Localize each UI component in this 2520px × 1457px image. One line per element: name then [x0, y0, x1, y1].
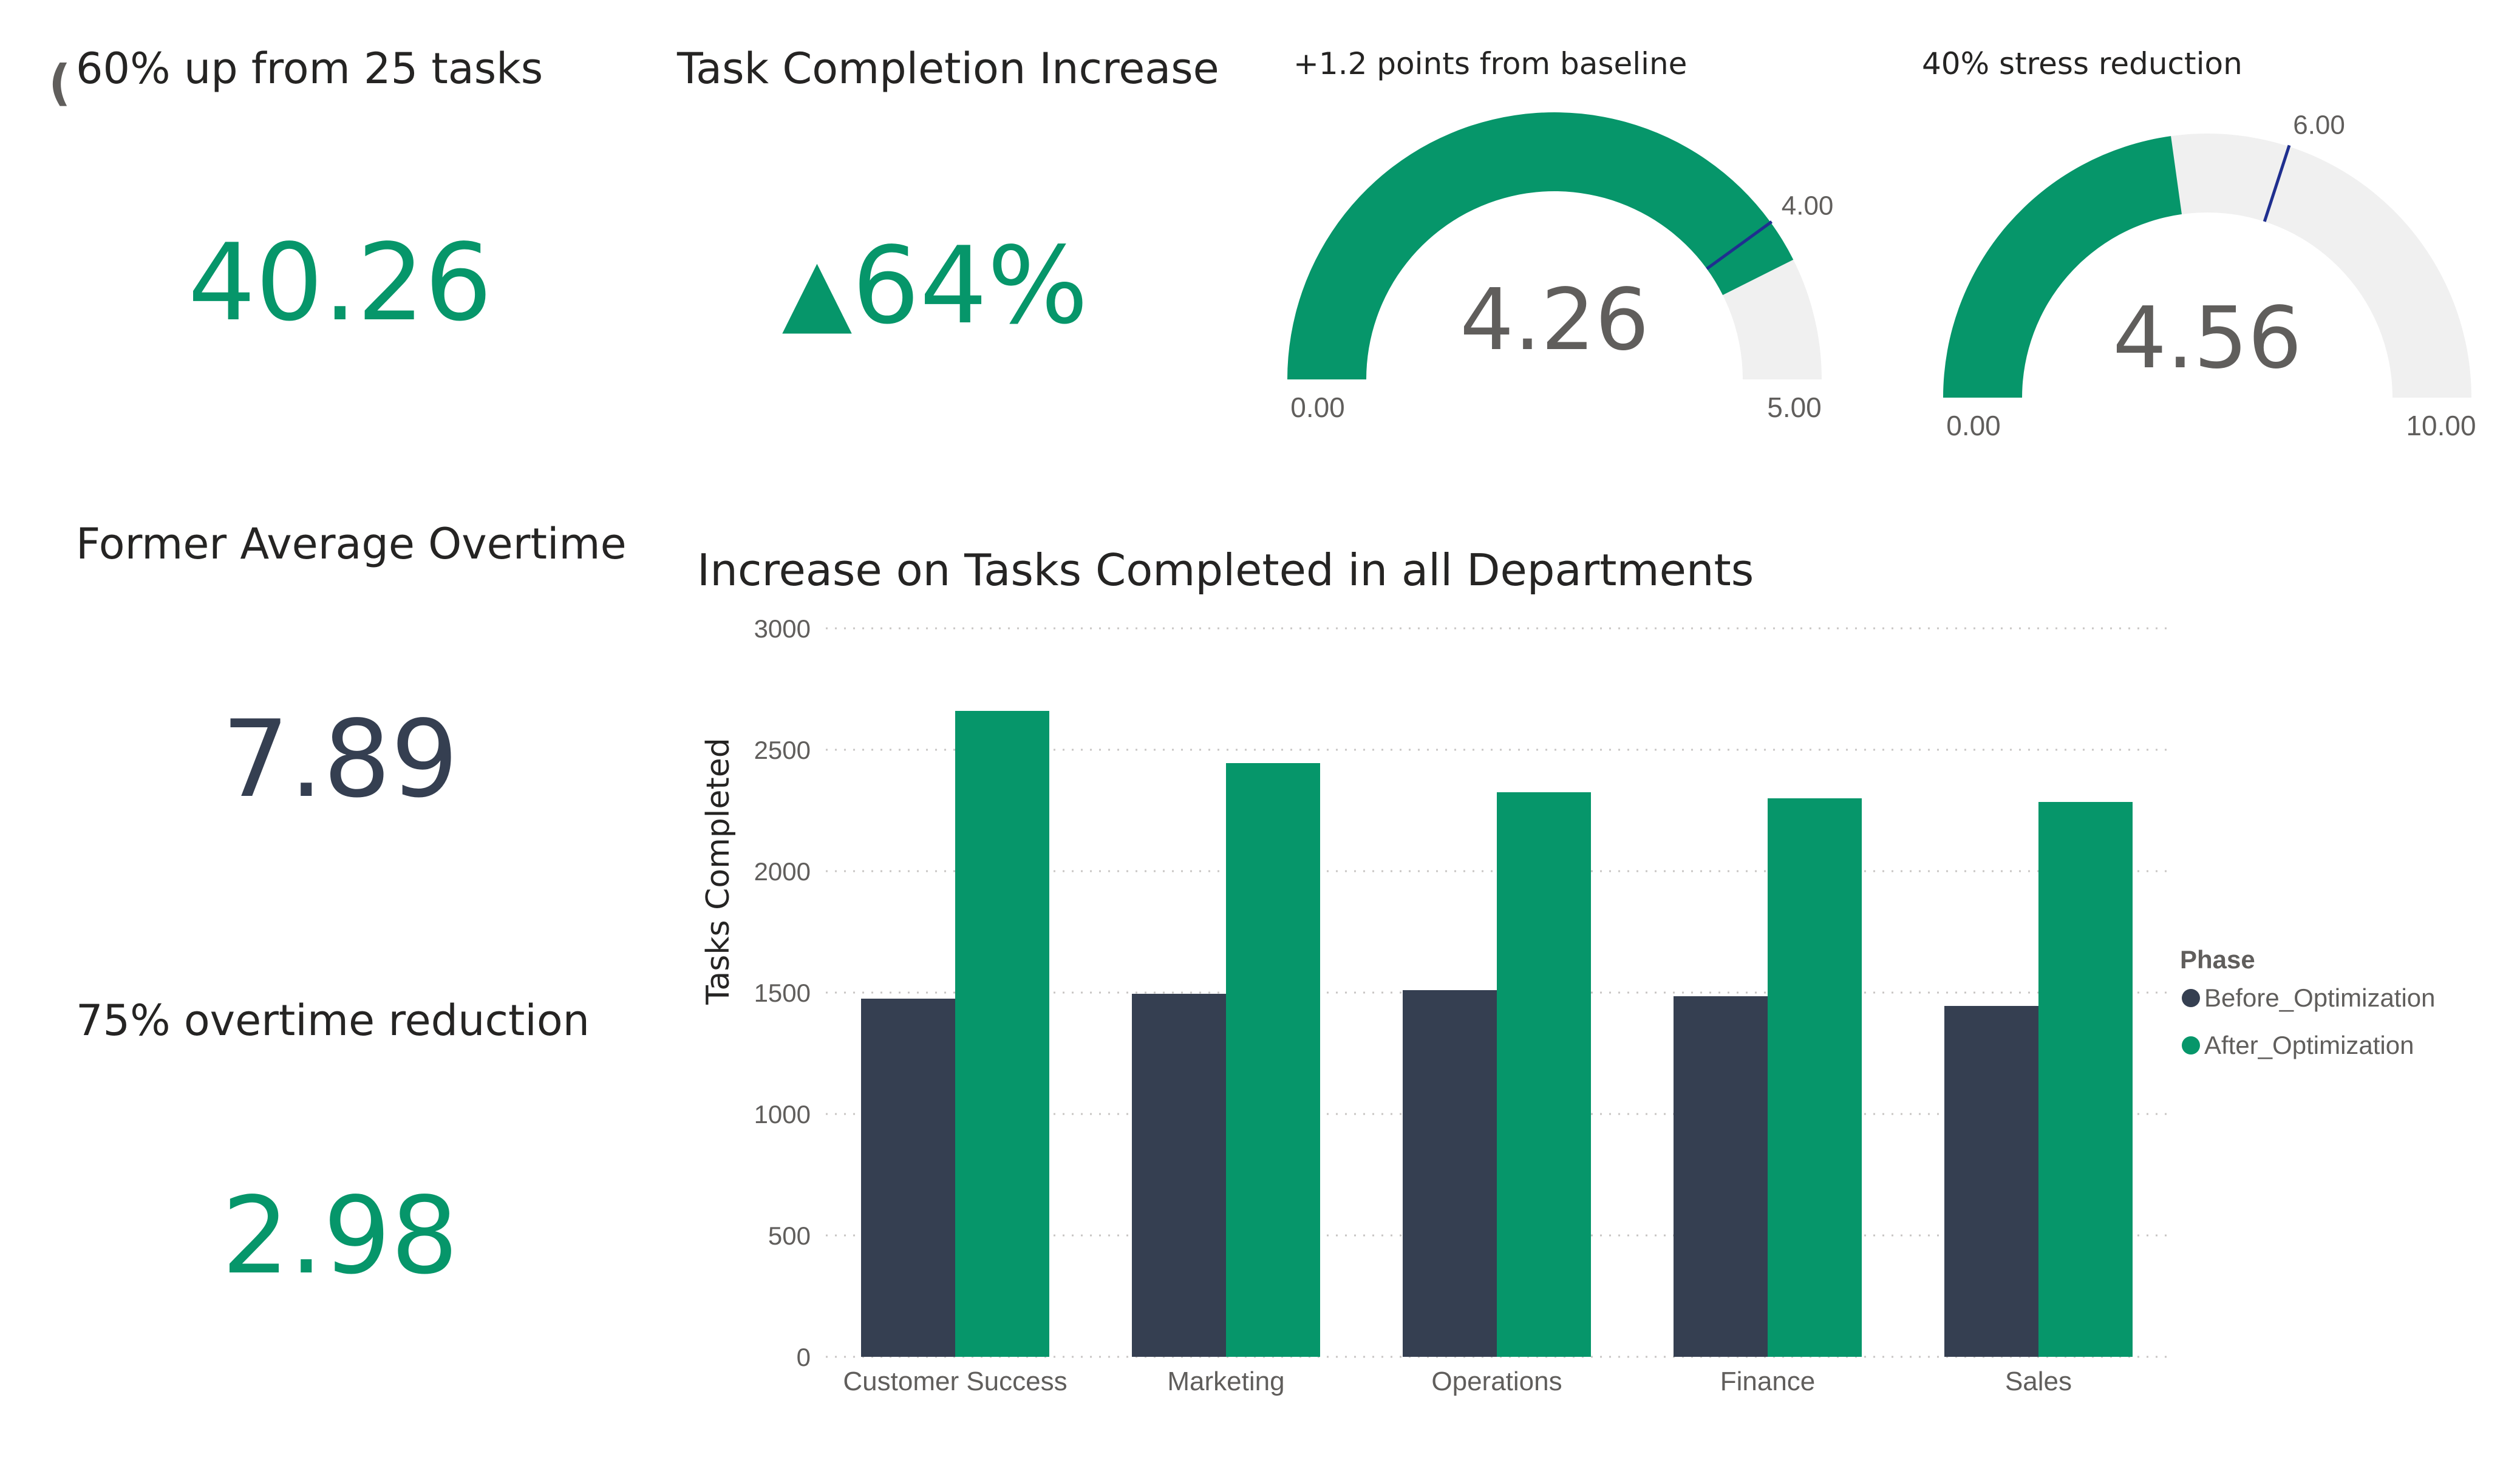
bar-before-optimization[interactable] — [1403, 990, 1497, 1357]
bar-after-optimization[interactable] — [1768, 798, 1862, 1357]
legend-title: Phase — [2180, 945, 2255, 974]
gauge1-fill — [1287, 112, 1794, 379]
completion-card-value: 64% — [852, 225, 1089, 348]
gauge2-min-label: 0.00 — [1946, 410, 2001, 441]
y-tick-label: 2000 — [754, 857, 811, 886]
overtime-reduction-value: 2.98 — [222, 1175, 458, 1298]
increase-arrow-icon: ▲ — [782, 239, 853, 344]
legend-marker — [2182, 1036, 2200, 1055]
x-tick-labels: Customer Success Marketing Operations Finan… — [843, 1367, 2072, 1396]
overtime-reduction-title: 75% overtime reduction — [76, 996, 590, 1045]
gauge2-max-label: 10.00 — [2406, 410, 2476, 441]
bar-chart: 0 500 1000 1500 2000 2500 3000 Customer Succes… — [700, 614, 2436, 1396]
completion-card-value-row: ▲64% — [717, 225, 1154, 348]
bar-after-optimization[interactable] — [1226, 763, 1320, 1357]
gauge2-value: 4.56 — [2113, 289, 2302, 388]
bar-after-optimization[interactable] — [955, 711, 1049, 1357]
y-tick-label: 1000 — [754, 1100, 811, 1129]
tasks-card-title: 60% up from 25 tasks — [76, 44, 543, 93]
x-tick-label: Finance — [1720, 1367, 1816, 1396]
gauge2-target-label: 6.00 — [2293, 110, 2345, 140]
x-tick-label: Sales — [2005, 1367, 2072, 1396]
gauge1-title: +1.2 points from baseline — [1293, 46, 1687, 81]
gauge2-fill — [1943, 136, 2182, 398]
former-overtime-value: 7.89 — [222, 698, 458, 821]
y-axis-label: Tasks Completed — [700, 738, 737, 1005]
y-tick-label: 500 — [768, 1221, 811, 1250]
chart-title: Increase on Tasks Completed in all Depar… — [697, 545, 1754, 596]
legend-marker — [2182, 989, 2200, 1007]
gauge2-title: 40% stress reduction — [1922, 46, 2242, 81]
y-tick-label: 1500 — [754, 979, 811, 1007]
legend: Before_Optimization After_Optimization — [2182, 983, 2436, 1059]
bar-before-optimization[interactable] — [1944, 1006, 2038, 1357]
y-tick-label: 2500 — [754, 736, 811, 764]
completion-card-title: Task Completion Increase — [677, 44, 1219, 93]
former-overtime-title: Former Average Overtime — [76, 519, 627, 569]
x-tick-label: Customer Success — [843, 1367, 1067, 1396]
bar-before-optimization[interactable] — [1674, 996, 1768, 1357]
bar-before-optimization[interactable] — [1132, 994, 1226, 1357]
y-tick-labels: 0 500 1000 1500 2000 2500 3000 — [754, 614, 811, 1371]
y-tick-label: 3000 — [754, 614, 811, 643]
bar-after-optimization[interactable] — [1497, 792, 1591, 1357]
gauge1-value: 4.26 — [1460, 271, 1649, 370]
x-tick-label: Operations — [1431, 1367, 1562, 1396]
legend-item-label[interactable]: Before_Optimization — [2204, 983, 2436, 1012]
gauge1-target-line — [1706, 220, 1773, 270]
y-tick-label: 0 — [797, 1343, 811, 1371]
legend-item-label[interactable]: After_Optimization — [2204, 1031, 2414, 1059]
gauge1: 4.00 4.26 0.00 5.00 — [1287, 112, 1834, 423]
bar-before-optimization[interactable] — [861, 999, 955, 1357]
bars — [861, 711, 2133, 1357]
gauge1-max-label: 5.00 — [1767, 392, 1822, 423]
x-tick-label: Marketing — [1167, 1367, 1284, 1396]
gauge2: 6.00 4.56 0.00 10.00 — [1943, 110, 2476, 441]
gauge1-min-label: 0.00 — [1290, 392, 1345, 423]
gauge2-target-line — [2263, 144, 2291, 222]
card-icon-partial: ( — [49, 55, 71, 111]
tasks-card-value: 40.26 — [188, 222, 492, 345]
bar-after-optimization[interactable] — [2038, 802, 2133, 1357]
gauge1-target-label: 4.00 — [1782, 191, 1834, 220]
